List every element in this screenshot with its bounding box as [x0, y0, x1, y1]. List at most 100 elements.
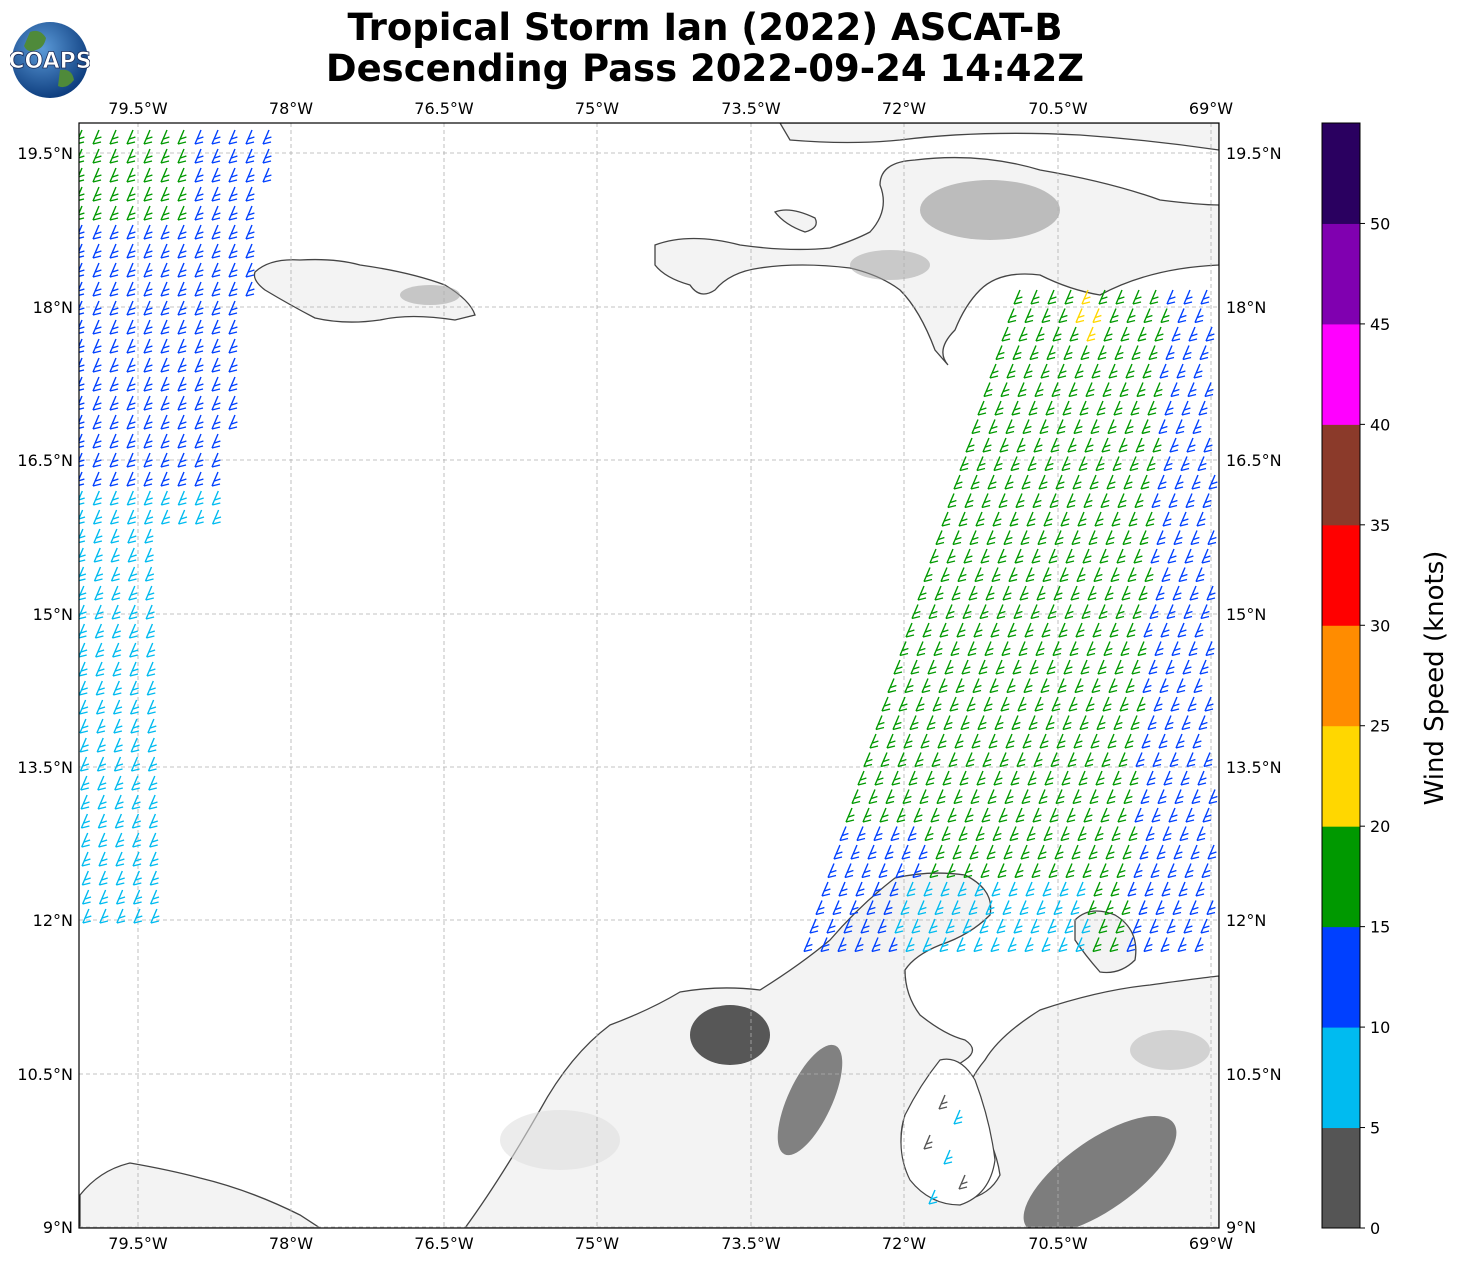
- wind-barb: [92, 357, 102, 373]
- wind-barb: [1143, 622, 1153, 638]
- wind-barb: [843, 918, 853, 934]
- wind-barb: [998, 493, 1008, 509]
- wind-barb: [919, 789, 929, 805]
- wind-barb: [1027, 456, 1037, 472]
- wind-barb: [1085, 696, 1095, 712]
- wind-barb: [851, 789, 861, 805]
- wind-barb: [177, 300, 187, 316]
- wind-barb: [194, 243, 204, 259]
- wind-barb: [160, 224, 170, 240]
- wind-barb: [1088, 844, 1098, 860]
- wind-barb: [883, 900, 893, 916]
- wind-barb: [939, 937, 949, 953]
- wind-barb: [1102, 696, 1112, 712]
- wind-barb: [923, 881, 933, 897]
- wind-barb: [149, 889, 160, 905]
- colorbar-tick-label: 40: [1370, 415, 1390, 434]
- wind-barb: [1011, 400, 1021, 416]
- wind-barb: [872, 881, 882, 897]
- wind-barb: [1173, 844, 1183, 860]
- wind-barb: [126, 338, 136, 354]
- colorbar-tick-label: 5: [1370, 1119, 1380, 1138]
- wind-barb: [177, 357, 187, 373]
- wind-barb: [1029, 345, 1039, 361]
- wind-barbs: [79, 129, 1218, 1205]
- wind-barb: [1082, 863, 1092, 879]
- wind-barb: [93, 566, 104, 582]
- wind-barb: [95, 699, 106, 715]
- wind-barb: [1182, 659, 1192, 675]
- wind-barb: [211, 205, 221, 221]
- wind-barb: [1152, 752, 1162, 768]
- wind-barb: [1098, 604, 1108, 620]
- wind-barb: [1124, 419, 1134, 435]
- wind-barb: [1018, 641, 1028, 657]
- wind-barb: [1141, 419, 1151, 435]
- wind-barb: [92, 319, 102, 335]
- wind-barb: [1177, 308, 1187, 324]
- wind-barb: [211, 300, 221, 316]
- wind-barb: [1206, 900, 1216, 916]
- wind-barb: [1099, 548, 1109, 564]
- wind-barb: [194, 509, 205, 525]
- wind-barb: [877, 918, 887, 934]
- wind-barb: [114, 794, 124, 810]
- wind-barb: [143, 224, 153, 240]
- wind-barb: [126, 300, 136, 316]
- wind-barb: [1140, 474, 1150, 490]
- wind-barb: [1180, 770, 1190, 786]
- wind-barb: [1159, 678, 1169, 694]
- wind-barb: [1010, 456, 1020, 472]
- lon-tick-label-top: 78°W: [269, 99, 313, 118]
- wind-barb: [1108, 363, 1118, 379]
- wind-barb: [1201, 548, 1211, 564]
- wind-barb: [211, 262, 221, 278]
- wind-barb: [1094, 826, 1104, 842]
- wind-barb: [92, 509, 103, 525]
- wind-barb: [1170, 382, 1180, 398]
- wind-barb: [194, 376, 204, 392]
- wind-barb: [160, 376, 170, 392]
- wind-barb: [990, 622, 1000, 638]
- wind-barb: [961, 659, 971, 675]
- wind-barb: [111, 604, 121, 620]
- wind-barb: [143, 300, 153, 316]
- wind-barb: [143, 205, 153, 221]
- wind-barb: [809, 918, 819, 934]
- wind-barb: [1078, 456, 1088, 472]
- wind-barb: [1083, 807, 1093, 823]
- wind-barb: [1023, 363, 1033, 379]
- wind-barb: [1107, 733, 1117, 749]
- wind-barb: [228, 167, 238, 183]
- wind-barb: [1102, 382, 1112, 398]
- wind-barb: [856, 826, 866, 842]
- wind-barb: [1091, 363, 1101, 379]
- wind-barb: [868, 789, 878, 805]
- wind-barb: [1136, 696, 1146, 712]
- wind-barb: [950, 641, 960, 657]
- wind-barb: [96, 737, 106, 753]
- wind-barb: [827, 863, 837, 879]
- wind-barb: [897, 752, 907, 768]
- wind-barb: [1003, 844, 1013, 860]
- wind-barb: [923, 1134, 933, 1150]
- wind-barb: [109, 205, 119, 221]
- wind-barb: [1021, 789, 1031, 805]
- wind-barb: [1114, 345, 1124, 361]
- wind-barb: [177, 129, 187, 145]
- wind-barb: [126, 452, 136, 468]
- wind-barb: [1037, 844, 1047, 860]
- wind-barb: [1060, 511, 1070, 527]
- wind-barb: [1084, 752, 1094, 768]
- wind-barb: [976, 456, 986, 472]
- lon-ticks-bottom: 79.5°W 78°W 76.5°W 75°W 73.5°W 72°W 70.5°W 69°W: [108, 1234, 1233, 1253]
- wind-barb: [1012, 345, 1022, 361]
- wind-barb: [112, 642, 122, 658]
- wind-barb: [1028, 715, 1038, 731]
- wind-barb: [1037, 530, 1047, 546]
- wind-barb: [1095, 456, 1105, 472]
- wind-barb: [93, 547, 103, 563]
- wind-barb: [143, 509, 154, 525]
- wind-barb: [1054, 530, 1064, 546]
- wind-barb: [211, 471, 221, 487]
